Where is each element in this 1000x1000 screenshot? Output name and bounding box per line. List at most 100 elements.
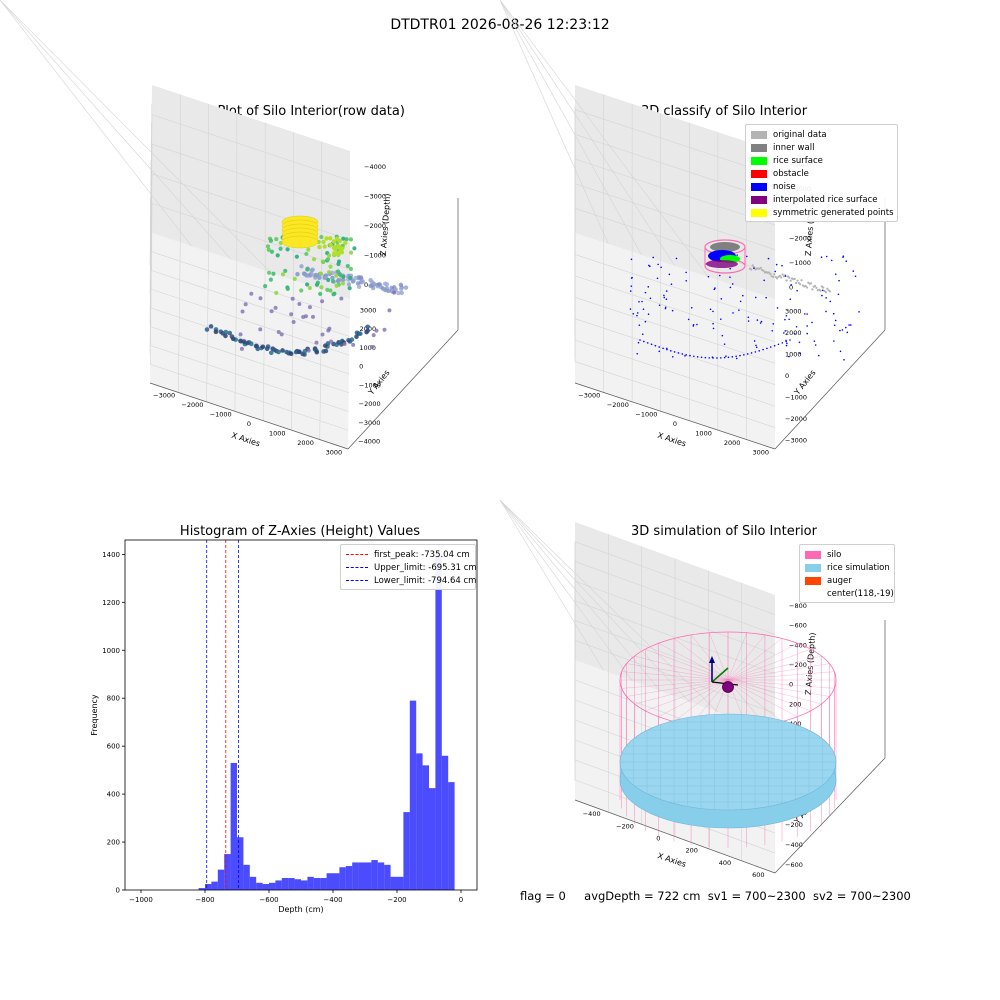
noise-point [665,290,668,292]
classify-legend-label: symmetric generated points [773,207,894,218]
status-sv1: sv1 = 700~2300 [707,889,806,903]
x-tick-label: 1000 [695,429,712,437]
data-point [290,296,295,301]
data-point [320,332,325,337]
center-marker [722,681,734,693]
noise-point [858,311,860,313]
sim-legend-entry: auger [805,574,889,587]
grid-line [500,500,661,692]
x-tick-label: 1000 [269,429,286,437]
data-point [314,282,320,287]
noise-point [758,350,761,352]
data-point [351,342,356,347]
data-point [396,290,401,296]
data-point [371,333,376,338]
data-point [328,236,333,241]
data-point [313,272,319,278]
grid-line [151,270,350,337]
data-point [326,277,331,283]
data-point [324,236,329,241]
data-point [799,283,802,286]
noise-point [677,352,680,354]
noise-point [773,344,776,347]
data-point [292,276,297,281]
histogram-bar [205,884,212,890]
data-point [322,275,327,281]
noise-point [647,286,650,288]
data-point [778,274,781,277]
data-point [328,242,333,248]
noise-point [630,285,633,287]
noise-point [811,321,813,324]
data-point [304,272,309,278]
data-point [339,296,344,301]
noise-point [725,355,727,357]
data-point [403,285,409,290]
grid-line [151,143,351,211]
noise-point [669,350,672,352]
histogram-bar [397,876,404,890]
noise-point [641,333,644,335]
histogram-bar [281,878,289,890]
noise-point [632,312,635,315]
classify-legend: original data inner wall rice surface obsta… [745,124,898,222]
data-point [813,284,817,288]
noise-point [650,343,653,346]
noise-point [720,318,722,320]
noise-point [767,257,770,260]
y-tick-label: 2000 [785,329,802,337]
figure-title: DTDTR01 2026-08-26 12:23:12 [390,17,610,33]
noise-point [771,329,774,332]
silo-wire [626,663,729,681]
silo-wire [645,648,729,681]
grid-line [500,0,709,278]
noise-point [644,291,647,294]
z-tick-label: 0 [789,681,793,689]
noise-point [629,308,632,310]
interpolated-surface-cluster [706,260,738,268]
data-point [334,236,340,241]
noise-point [657,263,659,266]
data-point [805,286,809,289]
noise-point [636,352,639,355]
noise-point [821,289,824,292]
grid-line [151,114,351,181]
data-point [299,288,304,293]
x-tick-label: 0 [656,834,660,842]
noise-point [720,298,723,300]
data-point [796,279,799,282]
x-tick-label: 3000 [326,448,343,456]
data-point [291,320,296,325]
noise-point [783,332,785,334]
noise-point [743,354,745,356]
data-point [331,292,336,297]
sim-legend-label: auger [827,575,852,586]
histogram-bar [288,878,295,890]
grid-line [574,275,776,343]
inner-wall-cluster [710,242,740,252]
classify-legend-swatch [751,195,767,204]
noise-point [747,316,750,319]
noise-point [712,327,715,330]
x-tick-label: −1000 [635,411,657,419]
data-point [264,346,270,352]
silo-wire [673,638,729,681]
data-point [319,234,324,240]
noise-point [696,323,698,326]
noise-point [789,298,792,301]
noise-point [775,263,778,266]
grid-line [574,134,776,201]
data-point [323,348,329,354]
data-point [336,250,342,256]
silo-wire [727,663,830,681]
data-point [374,328,379,333]
grid-line [574,361,776,428]
data-point [383,281,388,286]
data-point [795,281,798,285]
data-point [759,266,762,269]
noise-point [673,351,676,353]
data-point [311,257,317,262]
classify-legend-swatch [751,169,767,178]
data-point [750,268,753,271]
data-point [258,296,263,301]
